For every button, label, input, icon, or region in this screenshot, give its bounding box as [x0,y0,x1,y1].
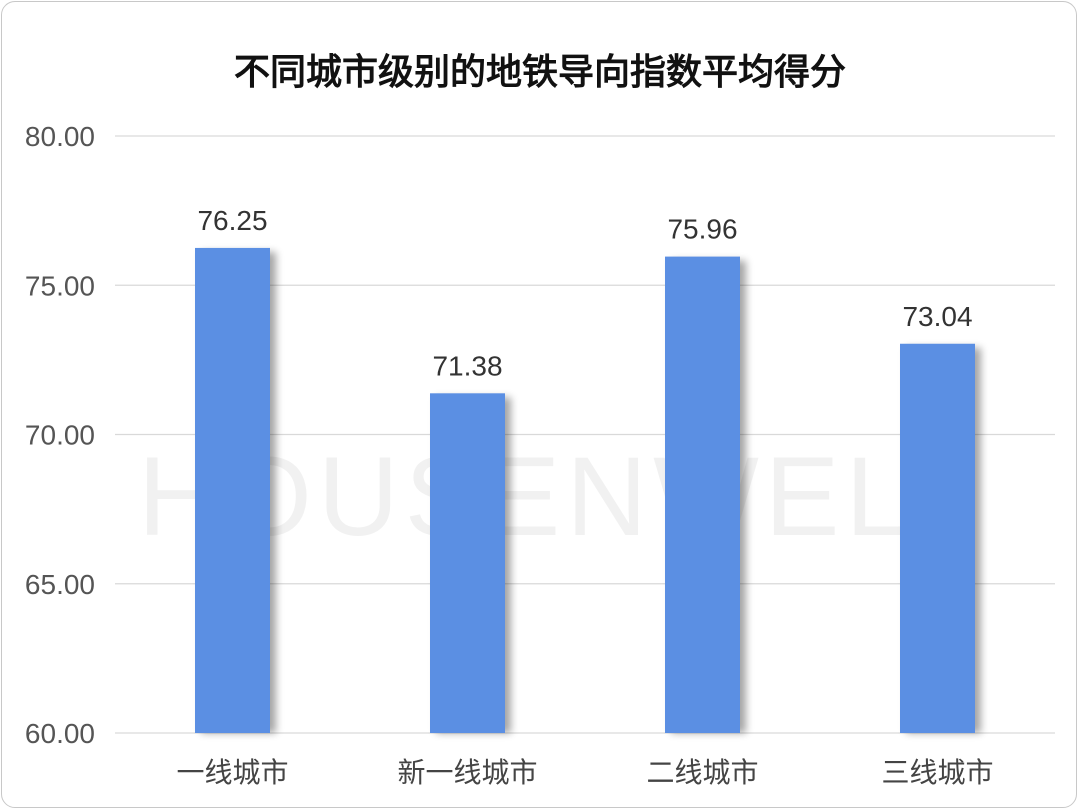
y-tick-label: 65.00 [25,569,95,600]
y-tick-label: 70.00 [25,420,95,451]
bar [195,247,270,733]
data-label: 76.25 [197,205,267,236]
x-tick-label: 三线城市 [881,757,993,788]
y-tick-label: 60.00 [25,718,95,749]
data-label: 73.04 [902,301,972,332]
bar [900,343,975,733]
data-label: 71.38 [432,350,502,381]
x-tick-label: 二线城市 [646,757,758,788]
bar [665,256,740,733]
data-label: 75.96 [667,214,737,245]
y-tick-label: 75.00 [25,270,95,301]
bar [430,393,505,733]
watermark: HOUSENWELL [138,434,982,559]
x-tick-label: 新一线城市 [397,757,537,788]
x-tick-label: 一线城市 [176,757,288,788]
chart-title: 不同城市级别的地铁导向指数平均得分 [234,51,846,92]
y-tick-label: 80.00 [25,121,95,152]
